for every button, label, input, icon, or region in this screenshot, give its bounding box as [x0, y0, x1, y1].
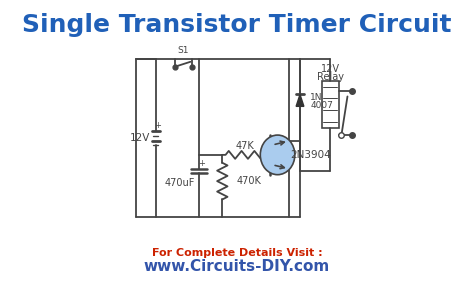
Text: S1: S1 — [178, 46, 189, 55]
Text: For Complete Details Visit :: For Complete Details Visit : — [152, 248, 322, 258]
Text: 12V: 12V — [130, 133, 151, 143]
Polygon shape — [296, 94, 304, 106]
Text: 470uF: 470uF — [165, 178, 195, 188]
Text: 47K: 47K — [236, 141, 254, 151]
Text: 470K: 470K — [236, 176, 261, 186]
Text: +: + — [154, 121, 161, 130]
Bar — [321, 81, 339, 128]
Text: www.Circuits-DIY.com: www.Circuits-DIY.com — [144, 259, 330, 274]
Text: +: + — [198, 159, 205, 168]
Text: 1N: 1N — [310, 93, 323, 102]
Text: 2N3904: 2N3904 — [290, 150, 331, 160]
Text: Relay: Relay — [317, 72, 344, 82]
Text: 4007: 4007 — [310, 101, 333, 110]
Circle shape — [260, 135, 295, 175]
Text: Single Transistor Timer Circuit: Single Transistor Timer Circuit — [22, 13, 452, 37]
Text: 12V: 12V — [321, 64, 340, 74]
